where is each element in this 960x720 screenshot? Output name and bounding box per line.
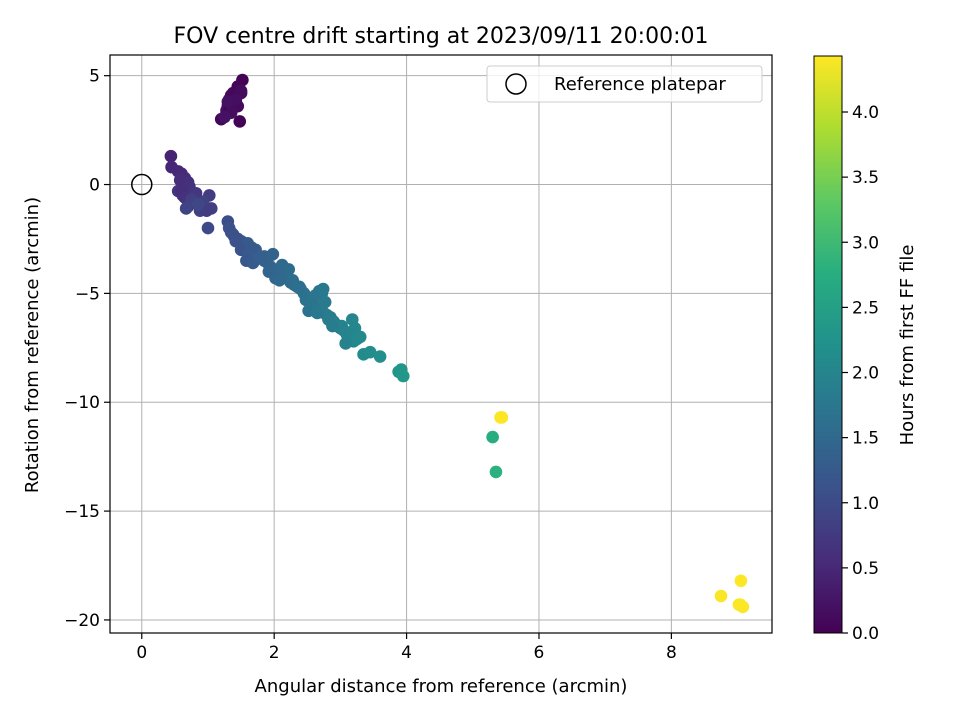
- chart-title: FOV centre drift starting at 2023/09/11 …: [174, 24, 709, 49]
- data-point: [179, 202, 193, 215]
- data-point: [233, 115, 247, 128]
- colorbar-title: Hours from first FF file: [897, 245, 918, 446]
- data-point: [373, 350, 387, 363]
- data-point: [316, 282, 330, 296]
- x-axis-title: Angular distance from reference (arcmin): [255, 676, 628, 697]
- data-point: [310, 306, 324, 320]
- reference-marker-layer: [131, 173, 153, 196]
- y-tick-label: −20: [64, 611, 100, 631]
- data-point: [304, 297, 317, 311]
- data-point: [266, 247, 280, 261]
- data-point: [191, 197, 205, 211]
- colorbar-tick-label: 3.0: [852, 233, 879, 253]
- data-point: [339, 337, 352, 350]
- data-point: [273, 274, 286, 287]
- data-point: [229, 234, 243, 248]
- legend-label: Reference platepar: [554, 74, 726, 95]
- data-point: [396, 369, 410, 383]
- axis-ticks: 0 2 4 6 8 5 0 −5 −10 −15 −20: [64, 67, 677, 663]
- colorbar-tick-label: 2.5: [852, 298, 879, 318]
- colorbar: 0.0 0.5 1.0 1.5 2.0 2.5 3.0 3.5 4.0 Hours from f…: [813, 55, 918, 644]
- data-point: [353, 330, 367, 344]
- legend-box: [486, 65, 763, 103]
- data-point: [495, 411, 509, 424]
- colorbar-ticks: 0.0 0.5 1.0 1.5 2.0 2.5 3.0 3.5 4.0: [842, 103, 879, 644]
- x-tick-label: 0: [136, 643, 147, 663]
- data-point: [245, 241, 258, 254]
- data-point: [363, 345, 377, 359]
- colorbar-gradient: [813, 55, 843, 634]
- data-point: [326, 319, 339, 333]
- data-point: [734, 574, 748, 588]
- colorbar-tick-label: 1.0: [852, 494, 879, 514]
- legend-marker-icon: [505, 73, 527, 95]
- data-point: [282, 263, 296, 276]
- y-tick-label: −10: [64, 393, 100, 413]
- data-point: [733, 598, 747, 611]
- data-point: [486, 430, 499, 444]
- data-point: [253, 250, 266, 263]
- x-tick-label: 4: [401, 643, 412, 663]
- y-tick-label: −5: [75, 284, 100, 304]
- y-axis-title: Rotation from reference (arcmin): [22, 197, 43, 493]
- grid: [110, 55, 772, 633]
- data-points: [164, 73, 750, 614]
- colorbar-tick-label: 3.5: [852, 168, 879, 188]
- legend: Reference platepar: [486, 65, 763, 103]
- data-point: [221, 95, 235, 109]
- colorbar-tick-label: 0.0: [852, 624, 879, 644]
- data-point: [201, 221, 215, 235]
- data-point: [714, 589, 728, 603]
- colorbar-tick-label: 0.5: [852, 559, 879, 579]
- data-point: [262, 265, 276, 278]
- y-tick-label: 0: [89, 176, 100, 196]
- plot-frame: [109, 54, 773, 634]
- data-point: [164, 149, 178, 163]
- reference-point-marker: [131, 173, 153, 196]
- data-point: [293, 280, 306, 294]
- data-point: [218, 110, 231, 124]
- y-tick-label: 5: [89, 67, 100, 87]
- x-tick-label: 6: [534, 643, 545, 663]
- y-tick-label: −15: [64, 502, 100, 522]
- colorbar-tick-label: 2.0: [852, 364, 879, 384]
- colorbar-tick-label: 1.5: [852, 429, 879, 449]
- colorbar-tick-label: 4.0: [852, 103, 879, 123]
- x-tick-label: 2: [269, 643, 280, 663]
- x-tick-label: 8: [666, 643, 677, 663]
- data-point: [318, 295, 332, 309]
- data-point: [200, 204, 213, 217]
- data-point: [489, 465, 503, 479]
